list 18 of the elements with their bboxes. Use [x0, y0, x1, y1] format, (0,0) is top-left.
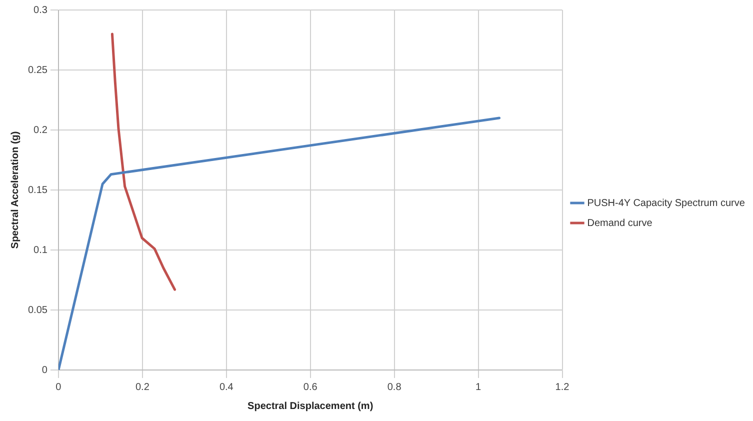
- y-tick-label: 0.05: [28, 304, 48, 316]
- x-tick-label: 0.8: [387, 382, 402, 393]
- y-tick-label: 0.1: [34, 244, 48, 256]
- x-tick-label: 0: [56, 382, 62, 393]
- x-tick-label: 1: [476, 382, 482, 393]
- x-tick-label: 1.2: [555, 382, 570, 393]
- y-tick-label: 0.2: [34, 124, 48, 136]
- x-tick-label: 0.6: [303, 382, 318, 393]
- y-tick-label: 0.3: [34, 4, 48, 16]
- x-axis-title: Spectral Displacement (m): [248, 400, 374, 412]
- y-tick-label: 0.15: [28, 184, 48, 196]
- x-tick-label: 0.2: [135, 382, 150, 393]
- y-tick-label: 0: [42, 364, 48, 376]
- y-axis-title: Spectral Acceleration (g): [10, 131, 21, 249]
- legend-label: PUSH-4Y Capacity Spectrum curve: [587, 198, 746, 209]
- x-tick-label: 0.4: [219, 382, 234, 393]
- y-tick-label: 0.25: [28, 64, 48, 76]
- legend-label: Demand curve: [587, 218, 653, 229]
